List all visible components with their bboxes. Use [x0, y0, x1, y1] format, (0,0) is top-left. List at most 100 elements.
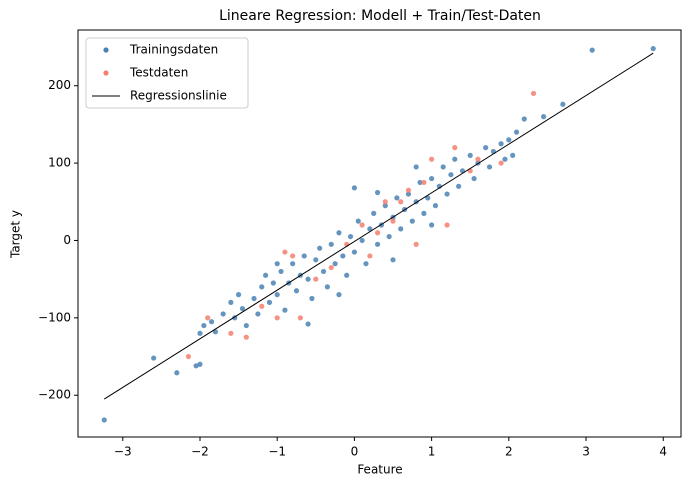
data-point: [444, 222, 450, 228]
data-point: [151, 355, 157, 361]
data-point: [297, 315, 303, 321]
data-point: [486, 164, 493, 170]
data-point: [328, 264, 334, 271]
data-point: [417, 179, 423, 186]
data-point: [266, 299, 273, 305]
data-point: [513, 129, 520, 135]
y-tick-label: −200: [38, 388, 71, 402]
data-point: [239, 305, 246, 312]
data-point: [506, 137, 512, 143]
data-point: [174, 370, 180, 376]
y-tick-label: 0: [63, 233, 71, 247]
data-point: [301, 253, 307, 259]
data-point: [259, 303, 265, 309]
data-point: [390, 218, 396, 224]
data-point: [429, 156, 435, 162]
data-point: [313, 276, 319, 282]
data-point: [382, 199, 388, 205]
data-point: [475, 156, 481, 162]
x-tick-label: −1: [268, 445, 286, 459]
data-point: [374, 189, 381, 196]
data-point: [313, 257, 319, 263]
data-point: [444, 191, 450, 197]
x-tick-label: 3: [582, 445, 590, 459]
data-point: [282, 307, 288, 313]
data-point: [263, 272, 269, 278]
data-point: [421, 179, 427, 186]
data-point: [429, 175, 435, 182]
x-tick-label: −3: [114, 445, 132, 459]
data-point: [589, 47, 595, 53]
data-point: [243, 322, 249, 329]
data-point: [409, 218, 415, 224]
plot-frame: [77, 29, 682, 438]
data-point: [274, 292, 280, 298]
data-point: [560, 101, 566, 107]
data-point: [324, 284, 330, 290]
data-point: [320, 268, 327, 275]
data-point: [328, 241, 334, 247]
data-point: [405, 187, 412, 193]
legend-marker: [103, 47, 109, 53]
legend-box: [85, 37, 249, 109]
data-point: [398, 226, 404, 232]
data-point: [359, 237, 365, 244]
data-point: [235, 292, 242, 298]
data-point: [197, 361, 203, 367]
data-point: [344, 272, 350, 278]
data-point: [290, 261, 296, 267]
data-point: [317, 245, 323, 251]
data-point: [351, 249, 358, 255]
data-point: [208, 319, 215, 325]
data-point: [521, 116, 527, 122]
data-point: [540, 114, 547, 120]
y-tick-label: 100: [48, 156, 71, 170]
data-point: [440, 164, 446, 170]
data-point: [293, 288, 300, 294]
data-point: [336, 292, 342, 298]
x-tick-label: 1: [428, 445, 436, 459]
data-point: [255, 311, 261, 317]
data-point: [274, 261, 280, 267]
x-tick-label: 4: [659, 445, 667, 459]
data-point: [398, 199, 404, 205]
data-point: [471, 175, 477, 182]
data-point: [243, 334, 249, 340]
data-point: [502, 156, 508, 162]
legend-marker: [103, 70, 109, 76]
data-point: [101, 417, 107, 423]
data-point: [305, 321, 311, 327]
data-point: [347, 233, 354, 240]
data-point: [390, 257, 396, 263]
data-point: [374, 230, 381, 236]
legend-label: Testdaten: [129, 66, 188, 80]
legend-label: Trainingsdaten: [129, 43, 218, 57]
data-point: [452, 156, 458, 162]
data-point: [351, 185, 358, 191]
data-point: [185, 353, 192, 360]
data-point: [498, 160, 504, 166]
data-point: [421, 210, 427, 216]
y-axis-label: Target y: [9, 210, 23, 259]
data-point: [282, 249, 288, 255]
data-point: [355, 218, 361, 224]
data-point: [448, 172, 454, 178]
data-point: [363, 261, 369, 267]
data-point: [220, 311, 226, 317]
data-point: [483, 145, 489, 151]
data-point: [270, 280, 276, 286]
x-tick-label: 2: [505, 445, 513, 459]
data-point: [374, 241, 381, 247]
chart-title: Lineare Regression: Modell + Train/Test-…: [219, 8, 541, 24]
data-point: [251, 295, 257, 302]
data-point: [510, 152, 516, 158]
data-point: [413, 164, 419, 170]
data-point: [413, 241, 419, 247]
x-tick-label: −2: [191, 445, 209, 459]
x-tick-label: 0: [351, 445, 359, 459]
data-point: [498, 141, 504, 147]
data-point: [371, 210, 377, 216]
data-point: [259, 284, 265, 290]
data-point: [394, 195, 400, 201]
data-point: [340, 253, 346, 259]
